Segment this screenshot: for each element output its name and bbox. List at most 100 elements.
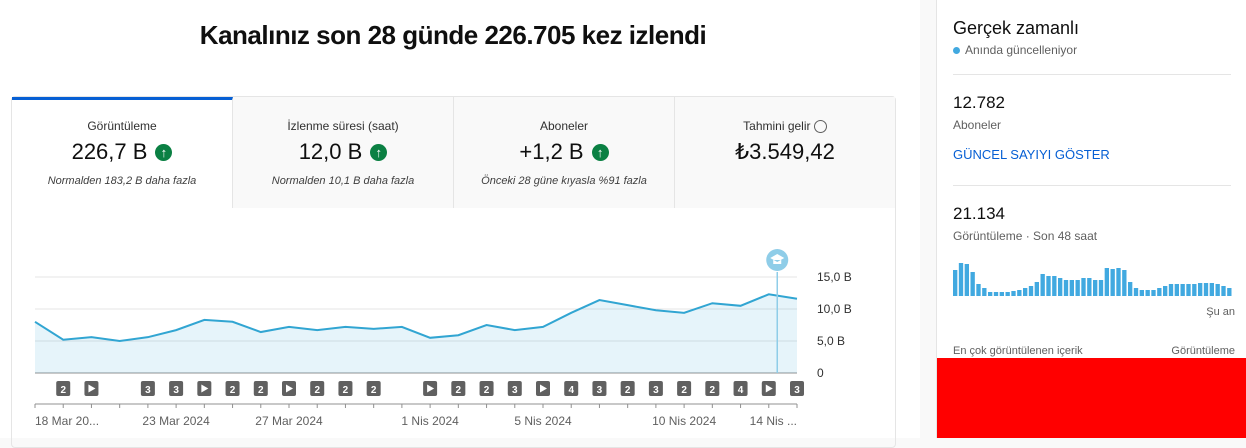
realtime-bar — [976, 284, 981, 296]
upload-count: 3 — [794, 385, 800, 396]
tab-note: Normalden 10,1 B daha fazla — [271, 175, 415, 187]
x-tick-label: 10 Nis 2024 — [652, 414, 716, 428]
realtime-bar — [1005, 292, 1010, 296]
upload-count: 3 — [145, 385, 151, 396]
views-count: 21.134 — [953, 204, 1005, 223]
realtime-bar — [1128, 282, 1133, 296]
upload-count: 2 — [230, 385, 236, 396]
realtime-bar — [1081, 278, 1086, 296]
realtime-bar — [1034, 282, 1039, 296]
upload-count: 2 — [456, 385, 462, 396]
realtime-bar — [1227, 288, 1232, 296]
x-tick-label: 23 Mar 2024 — [142, 414, 210, 428]
realtime-bar — [988, 292, 993, 296]
play-icon — [286, 384, 293, 393]
tab[interactable]: Tahmini gelir ₺3.549,42 — [675, 97, 895, 208]
tab-label: Tahmini gelir — [675, 119, 895, 133]
realtime-bar — [1192, 284, 1197, 296]
upload-badge — [451, 381, 466, 396]
upload-badge — [310, 381, 325, 396]
line — [34, 293, 798, 343]
upload-count: 2 — [371, 385, 377, 396]
tab-note: Önceki 28 güne kıyasla %91 fazla — [481, 175, 647, 187]
upload-badge — [253, 381, 268, 396]
show-count-button[interactable]: GÜNCEL SAYIYI GÖSTER — [953, 147, 1110, 162]
play-icon — [88, 384, 96, 393]
upload-badge — [338, 381, 353, 396]
realtime-title: Gerçek zamanlı — [953, 18, 1080, 38]
clock-icon — [813, 120, 827, 133]
upload-badge — [564, 381, 579, 396]
realtime-bar — [1215, 284, 1220, 296]
realtime-bar — [964, 264, 969, 296]
realtime-bar — [1157, 288, 1162, 296]
tab-label: İzlenme süresi (saat) — [287, 119, 399, 133]
subscriber-label: Aboneler — [953, 118, 1002, 132]
tab[interactable]: Görüntüleme 226,7 B ↑ Normalden 183,2 B d… — [12, 97, 233, 208]
realtime-bar — [993, 292, 999, 296]
upload-count: 2 — [681, 385, 687, 396]
realtime-bar — [1093, 280, 1098, 296]
realtime-bar — [1075, 280, 1080, 296]
top-content-label: En çok görüntülenen içerik — [953, 345, 1083, 357]
realtime-bar — [1180, 284, 1185, 296]
upload-count: 4 — [738, 385, 744, 396]
up-icon: ↑ — [155, 143, 173, 161]
upload-badge — [592, 381, 607, 396]
upload-count: 2 — [258, 385, 264, 396]
views-label: Görüntüleme · Son 48 saat — [953, 229, 1098, 243]
upload-count: 2 — [710, 385, 716, 396]
status-text: Anında güncelleniyor — [965, 43, 1078, 57]
upload-badge — [733, 381, 748, 396]
y-tick-label: 5,0 B — [817, 334, 845, 348]
x-tick-label: 27 Mar 2024 — [255, 414, 323, 428]
realtime-bar — [999, 292, 1004, 296]
realtime-bar — [1110, 269, 1115, 296]
page-title: Kanalınız son 28 günde 226.705 kez izlen… — [199, 20, 707, 50]
x-tick-label: 18 Mar 20... — [35, 414, 99, 428]
x-tick-label: 5 Nis 2024 — [514, 414, 572, 428]
up-icon: ↑ — [591, 143, 609, 161]
upload-count: 3 — [653, 385, 659, 396]
x-tick-label: 14 Nis ... — [750, 414, 797, 428]
play-icon — [765, 384, 773, 393]
upload-badge — [479, 381, 494, 396]
tab-label-text: Tahmini gelir — [743, 119, 811, 133]
redaction — [937, 358, 1246, 438]
realtime-bar — [1023, 288, 1028, 296]
upload-badge — [169, 381, 184, 396]
realtime-bar — [1040, 274, 1045, 296]
y-tick-label: 10,0 B — [817, 302, 852, 316]
upload-count: 2 — [484, 385, 490, 396]
realtime-bar — [1028, 286, 1034, 296]
upload-count: 3 — [173, 385, 179, 396]
tab[interactable]: Aboneler +1,2 B ↑ Önceki 28 güne kıyasla … — [454, 97, 675, 208]
divider — [953, 74, 1231, 75]
realtime-bar — [1133, 288, 1139, 296]
upload-count: 2 — [343, 385, 349, 396]
realtime-bar — [1203, 283, 1209, 296]
tab[interactable]: İzlenme süresi (saat) 12,0 B ↑ Normalden … — [233, 97, 454, 208]
play-icon — [427, 384, 435, 393]
upload-count: 2 — [625, 385, 631, 396]
tab-value: 12,0 B — [298, 139, 363, 164]
realtime-card: Gerçek zamanlı Anında güncelleniyor 12.7… — [936, 0, 1246, 438]
realtime-bar — [958, 263, 964, 296]
realtime-bar — [1069, 280, 1074, 296]
realtime-bar — [1046, 276, 1051, 296]
realtime-bar — [1011, 291, 1016, 296]
upload-count: 2 — [60, 385, 66, 396]
milestone-cap — [770, 254, 785, 264]
upload-count: 3 — [597, 385, 603, 396]
up-icon: ↑ — [370, 143, 388, 161]
live-dot — [953, 47, 960, 54]
play-icon — [540, 384, 547, 393]
realtime-bar — [1139, 290, 1144, 296]
realtime-bar — [1168, 284, 1174, 296]
upload-badge — [507, 381, 522, 396]
upload-badge — [705, 381, 720, 396]
x-tick-label: 1 Nis 2024 — [401, 414, 459, 428]
realtime-bar — [970, 272, 975, 296]
tab-value: 226,7 B — [71, 139, 148, 164]
chart: 0 5,0 B 10,0 B 15,0 B 2 3 3 2 2 2 2 2 2 2 3 4 3 2 3 2 2 4 3 18 … — [34, 249, 852, 428]
